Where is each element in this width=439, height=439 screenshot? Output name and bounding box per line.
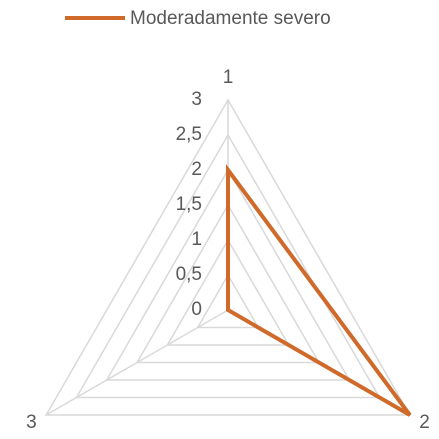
- grid-ring: [166, 238, 290, 346]
- r-tick-label: 1: [191, 229, 202, 250]
- grid-ring: [44, 98, 412, 416]
- r-tick-label: 2,5: [176, 124, 202, 145]
- r-tick-label: 2: [191, 159, 202, 180]
- series-line: [226, 163, 412, 417]
- r-tick-label: 3: [191, 89, 202, 110]
- grid-ring: [75, 133, 381, 399]
- grid-ring: [135, 203, 321, 364]
- legend-label: Moderadamente severo: [130, 8, 331, 29]
- category-label: 2: [419, 412, 430, 433]
- category-label: 1: [223, 67, 234, 88]
- category-label: 3: [26, 412, 37, 433]
- r-tick-label: 1,5: [176, 194, 202, 215]
- grid-ring: [105, 168, 351, 381]
- spoke: [45, 309, 229, 416]
- r-tick-label: 0,5: [176, 264, 202, 285]
- grid-ring: [196, 273, 260, 329]
- r-tick-label: 0: [191, 299, 202, 320]
